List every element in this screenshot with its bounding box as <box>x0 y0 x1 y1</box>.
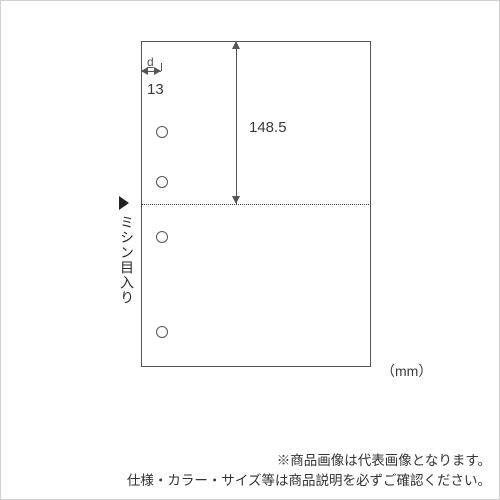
hdim-tick-right <box>161 63 162 71</box>
punch-hole <box>156 231 168 243</box>
diagram-container: 148.5 d 13 ミシン目入り （mm） ※商品画像は代表画像となります。 仕様・カ… <box>0 0 500 500</box>
vdim-arrow-up <box>232 41 240 49</box>
perforation-label: ミシン目入り <box>117 215 137 305</box>
punch-hole <box>156 326 168 338</box>
footer-line-1: ※商品画像は代表画像となります。 <box>11 451 491 471</box>
vdim-arrow-down <box>232 196 240 204</box>
punch-hole <box>156 176 168 188</box>
hdim-arrow-right <box>154 67 161 75</box>
hdim-label: 13 <box>147 81 164 98</box>
vertical-dimension-line <box>236 41 237 204</box>
diagram-stage: 148.5 d 13 ミシン目入り （mm） <box>1 1 500 431</box>
punch-hole <box>156 126 168 138</box>
footer-line-2: 仕様・カラー・サイズ等は商品説明を必ずご確認ください。 <box>11 471 491 491</box>
perforation-line <box>141 204 371 205</box>
footer-note: ※商品画像は代表画像となります。 仕様・カラー・サイズ等は商品説明を必ずご確認く… <box>1 445 500 500</box>
perforation-pointer-icon <box>119 196 129 210</box>
hdim-diameter-symbol: d <box>147 55 154 69</box>
unit-label: （mm） <box>381 361 432 381</box>
vdim-label: 148.5 <box>249 119 287 136</box>
